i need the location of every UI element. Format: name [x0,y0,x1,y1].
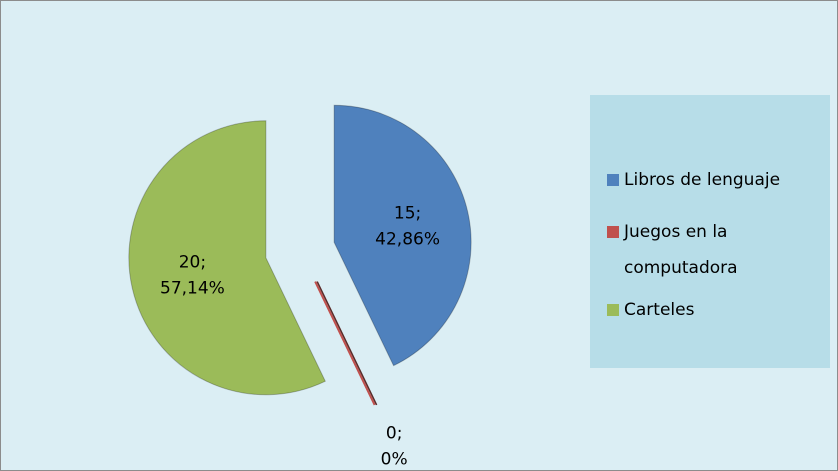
pie-slice [333,104,472,367]
slice-edge [316,281,378,406]
data-label: 15; [394,203,421,223]
data-label: 20; [179,253,206,273]
legend-box [590,95,830,368]
legend-label: Juegos en la computadora [623,222,738,278]
legend-swatch [607,174,619,186]
data-label: 42,86% [375,229,440,249]
legend-label: Libros de lenguaje [624,170,780,190]
legend-swatch [607,304,619,316]
legend-label: Carteles [624,300,695,320]
data-label: 0; [386,424,403,444]
pie-slice [314,281,376,406]
legend-swatch [607,226,619,238]
pie-slice [128,120,326,396]
data-label: 57,14% [160,279,225,299]
data-label: 0% [381,450,408,470]
